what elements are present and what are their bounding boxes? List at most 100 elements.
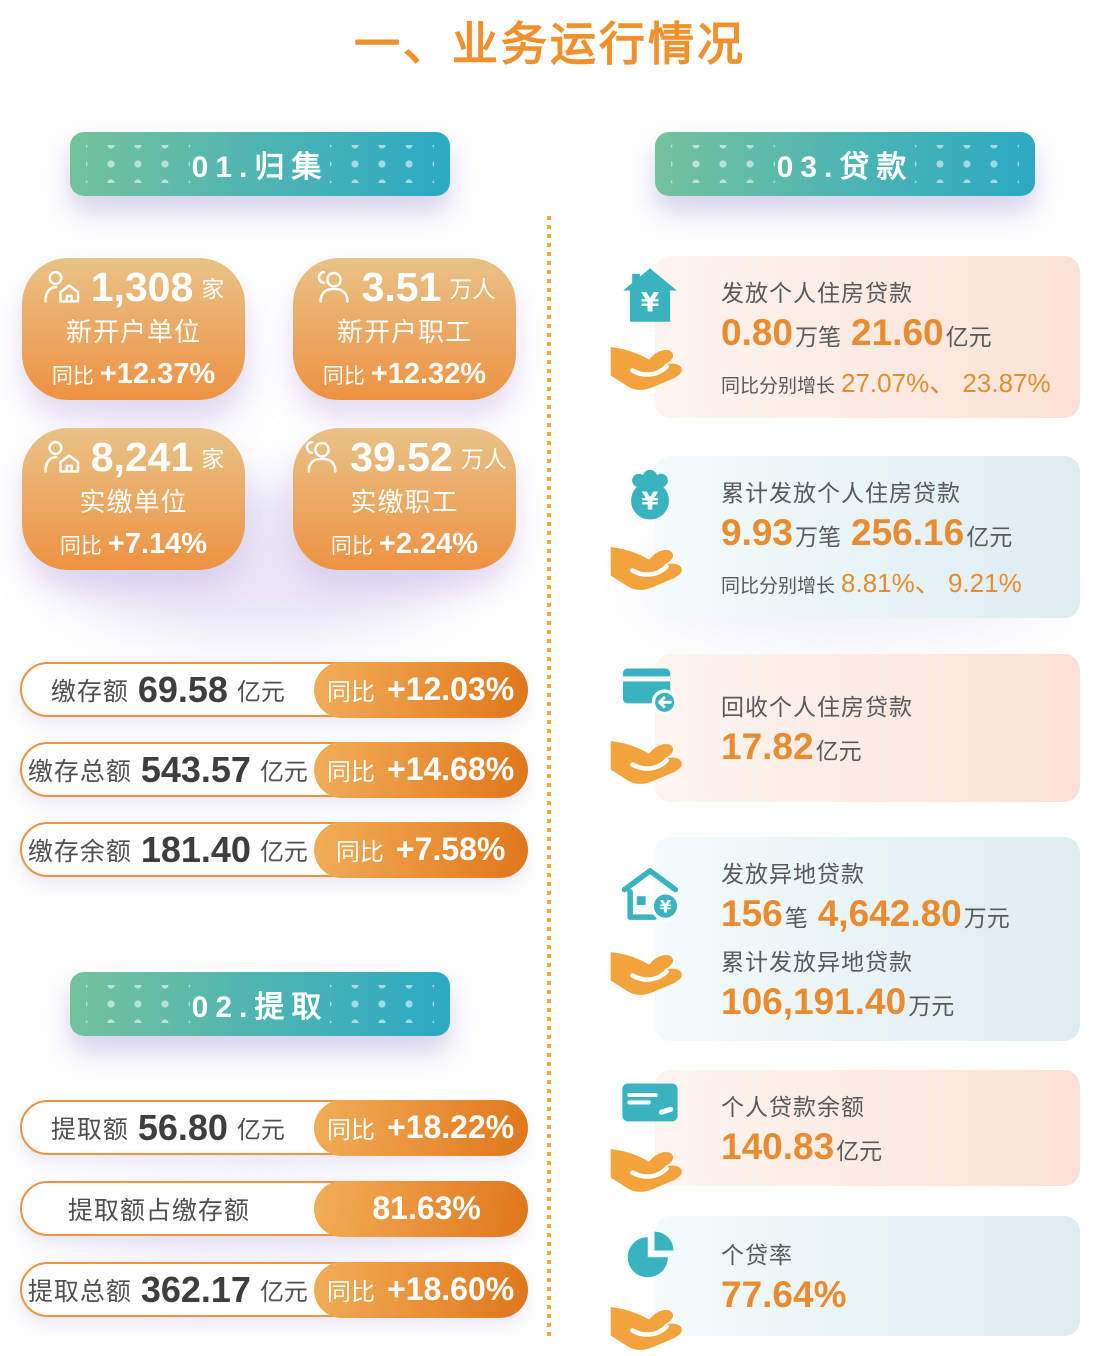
badge-label: 同比	[327, 679, 375, 706]
stat-value: 39.52	[350, 434, 453, 480]
loan-value-number: 0.80	[721, 312, 794, 353]
badge-value: +12.03%	[387, 671, 515, 707]
giving-hand-icon	[604, 945, 696, 1001]
column-divider-dotted-line	[547, 216, 551, 1336]
stat-unit: 家	[201, 446, 225, 472]
stat-pill-withdrawal-total: 提取总额 362.17 亿元 同比 +18.60%	[20, 1261, 528, 1318]
stat-pill-withdrawal-ratio: 提取额占缴存额 81.63%	[20, 1180, 528, 1237]
loan-title: 个贷率	[721, 1242, 793, 1268]
loan-value-unit: 笔	[784, 905, 808, 931]
pill-unit: 亿元	[259, 1279, 308, 1306]
giving-hand-icon	[604, 340, 696, 396]
stat-label: 新开户职工	[336, 317, 472, 347]
dot-grid-decoration	[330, 145, 434, 183]
house-yen-icon: ¥	[621, 266, 679, 324]
yoy-badge: 同比 +7.58%	[313, 821, 528, 878]
loan-title: 个人贷款余额	[721, 1094, 865, 1120]
pill-unit: 亿元	[259, 759, 308, 786]
pill-label: 缴存额	[50, 677, 129, 706]
loan-value-unit: 亿元	[945, 324, 992, 350]
svg-text:¥: ¥	[660, 898, 672, 917]
pill-label: 提取额	[50, 1115, 129, 1144]
yoy-badge: 同比 +14.68%	[313, 741, 528, 798]
loan-value-number: 256.16	[851, 512, 965, 553]
house-coin-icon: ¥	[618, 865, 682, 923]
card-return-icon	[620, 664, 680, 718]
dot-grid-decoration	[915, 145, 1019, 183]
loan-value-unit: 万元	[908, 993, 955, 1019]
loan-value-unit: 万笔	[795, 524, 842, 550]
loan-item-personal-loan-rate: 个贷率 77.64%	[600, 1216, 1100, 1350]
pill-value: 543.57	[140, 748, 251, 790]
pie-chart-icon	[621, 1226, 679, 1284]
loan-value-unit: 万元	[963, 905, 1010, 931]
unit-person-house-icon	[43, 439, 83, 477]
yoy-value: +12.37%	[99, 358, 216, 390]
stat-value: 3.51	[361, 264, 442, 310]
badge-label: 同比	[327, 1279, 375, 1306]
yoy-value: +12.32%	[370, 358, 487, 390]
yoy-label: 同比	[322, 365, 365, 388]
yoy-badge: 同比 +18.60%	[313, 1261, 528, 1318]
loan-item-cumulative-housing-loans: ¥ 累计发放个人住房贷款 9.93 万笔 25	[600, 456, 1100, 618]
stat-label: 实缴职工	[350, 487, 459, 517]
badge-value: +14.68%	[387, 751, 515, 787]
loan-value-unit: 亿元	[966, 524, 1013, 550]
giving-hand-icon	[604, 540, 696, 596]
svg-text:¥: ¥	[641, 487, 658, 516]
loan-value-unit: 亿元	[836, 1138, 883, 1164]
loan-value-number: 106,191.40	[721, 981, 907, 1022]
section-banner-loans: 03.贷款	[655, 132, 1035, 196]
loan-value-number: 9.93	[721, 512, 794, 553]
loan-value-number: 21.60	[851, 312, 944, 353]
dot-grid-decoration	[86, 985, 190, 1023]
stat-card-paying-employees: 39.52 万人 实缴职工 同比 +2.24%	[293, 428, 516, 570]
stat-label: 新开户单位	[65, 317, 201, 347]
unit-person-house-icon	[43, 269, 83, 307]
badge-label: 同比	[327, 1117, 375, 1144]
page-title: 一、业务运行情况	[354, 18, 746, 70]
ratio-badge: 81.63%	[313, 1180, 528, 1237]
right-column: 03.贷款 ¥	[547, 74, 1100, 1350]
employees-icon	[302, 439, 342, 477]
yoy-label: 同比	[59, 535, 102, 558]
loan-title: 发放个人住房贷款	[721, 280, 913, 306]
yoy-value: +2.24%	[378, 528, 479, 560]
dot-grid-decoration	[330, 985, 434, 1023]
yoy-growth-values: 27.07%、 23.87%	[841, 368, 1051, 398]
badge-value: 81.63%	[372, 1190, 481, 1226]
badge-label: 同比	[327, 759, 375, 786]
yoy-value: +7.14%	[107, 528, 208, 560]
yoy-label: 同比	[330, 535, 373, 558]
stat-card-new-units: 1,308 家 新开户单位 同比 +12.37%	[22, 258, 245, 400]
section-banner-collection: 01.归集	[70, 132, 450, 196]
section-title: 03.贷款	[776, 151, 914, 184]
loan-value-number: 156	[721, 893, 783, 934]
yoy-badge: 同比 +18.22%	[313, 1099, 528, 1156]
yoy-growth-label: 同比分别增长	[721, 376, 836, 397]
loan-value-number: 77.64%	[721, 1274, 847, 1315]
pill-label: 提取额占缴存额	[67, 1196, 250, 1225]
withdrawal-stat-rows: 提取额 56.80 亿元 同比 +18.22% 提取额占缴存额	[20, 1099, 528, 1318]
collection-stat-rows: 缴存额 69.58 亿元 同比 +12.03% 缴存总额 543.57 亿元	[20, 661, 528, 878]
loan-value-unit: 万笔	[795, 324, 842, 350]
pill-label: 缴存余额	[27, 837, 132, 866]
giving-hand-icon	[604, 734, 696, 790]
loan-value-unit: 亿元	[815, 738, 862, 764]
loan-title: 累计发放个人住房贷款	[721, 480, 961, 506]
left-column: 01.归集 1,308	[0, 74, 547, 1336]
loan-title: 发放异地贷款	[721, 861, 865, 887]
loan-item-recovered-housing-loans: 回收个人住房贷款 17.82 亿元	[600, 654, 1100, 802]
yoy-badge: 同比 +12.03%	[313, 661, 528, 718]
loan-item-issued-housing-loans: ¥ 发放个人住房贷款 0.80 万笔 21.6	[600, 256, 1100, 418]
stat-label: 实缴单位	[79, 487, 188, 517]
pill-unit: 亿元	[236, 1117, 285, 1144]
loan-item-nonlocal-loans: ¥ 发放异地贷款 156 笔	[600, 837, 1100, 1041]
loan-title: 累计发放异地贷款	[721, 949, 913, 975]
loan-item-personal-loan-balance: 个人贷款余额 140.83 亿元	[600, 1070, 1100, 1192]
pill-value: 181.40	[140, 828, 251, 870]
stat-card-paying-units: 8,241 家 实缴单位 同比 +7.14%	[22, 428, 245, 570]
money-bag-icon: ¥	[621, 466, 679, 524]
badge-value: +18.22%	[387, 1109, 515, 1145]
section-title: 02.提取	[191, 991, 329, 1024]
